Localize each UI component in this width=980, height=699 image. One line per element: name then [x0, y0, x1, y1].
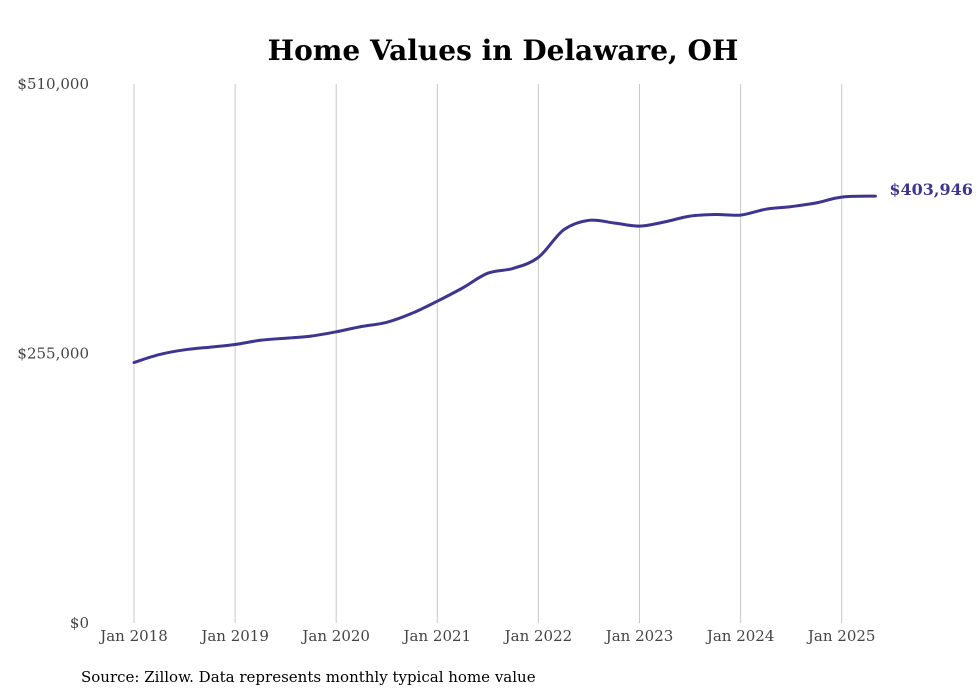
- x-tick-label: Jan 2019: [199, 627, 269, 645]
- x-tick-label: Jan 2022: [503, 627, 573, 645]
- x-tick-label: Jan 2025: [806, 627, 876, 645]
- y-tick-label: $0: [70, 614, 89, 632]
- x-tick-label: Jan 2024: [705, 627, 775, 645]
- end-value-label: $403,946: [889, 180, 973, 199]
- x-tick-label: Jan 2018: [98, 627, 168, 645]
- y-tick-label: $510,000: [17, 75, 89, 93]
- y-tick-label: $255,000: [17, 345, 89, 363]
- x-tick-label: Jan 2020: [300, 627, 370, 645]
- source-note: Source: Zillow. Data represents monthly …: [81, 668, 536, 686]
- y-axis-ticks: $0 $255,000 $510,000: [17, 75, 89, 632]
- x-tick-label: Jan 2021: [402, 627, 472, 645]
- series-line-home-value: [132, 194, 877, 364]
- grid-lines: [133, 84, 843, 623]
- x-axis-ticks: Jan 2018 Jan 2019 Jan 2020 Jan 2021 Jan 2022…: [98, 627, 875, 645]
- chart-title: Home Values in Delaware, OH: [268, 34, 739, 67]
- x-tick-label: Jan 2023: [604, 627, 674, 645]
